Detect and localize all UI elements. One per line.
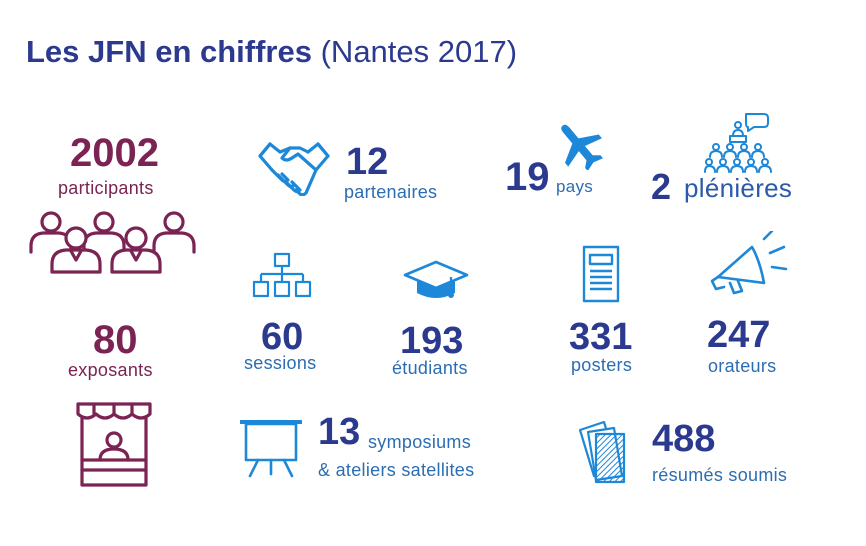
stat-partenaires-value: 12 xyxy=(346,141,389,183)
stat-orateurs-label: orateurs xyxy=(708,356,777,376)
stat-pays-value: 19 xyxy=(505,155,550,199)
presentation-board-icon xyxy=(240,420,302,478)
stat-orateurs-value: 247 xyxy=(707,314,771,356)
title-main: Les JFN en chiffres xyxy=(26,34,312,69)
stat-resumes-label: résumés soumis xyxy=(652,465,788,485)
stand-booth-icon xyxy=(76,402,152,487)
stat-sessions-label: sessions xyxy=(244,353,317,373)
title-subtitle: (Nantes 2017) xyxy=(320,34,518,69)
stat-exposants-value: 80 xyxy=(93,318,138,362)
megaphone-icon xyxy=(710,231,788,295)
stat-resumes-value: 488 xyxy=(652,418,716,460)
stat-etudiants-value: 193 xyxy=(400,320,464,362)
stat-symposiums-label-line1: symposiums xyxy=(368,432,472,452)
stat-plenieres-label: plénières xyxy=(684,173,793,203)
lecture-audience-icon xyxy=(704,113,772,173)
stat-plenieres-value: 2 xyxy=(651,166,672,207)
airplane-icon xyxy=(561,124,603,170)
page-title: Les JFN en chiffres (Nantes 2017) xyxy=(26,34,517,70)
stat-pays-label: pays xyxy=(556,177,594,196)
graduation-cap-icon xyxy=(403,260,469,298)
stat-posters-value: 331 xyxy=(569,316,633,358)
poster-document-icon xyxy=(582,245,620,303)
stat-participants-label: participants xyxy=(58,178,154,198)
stat-etudiants-label: étudiants xyxy=(392,358,468,378)
stacked-papers-icon xyxy=(578,420,626,484)
org-chart-icon xyxy=(252,252,312,298)
handshake-icon xyxy=(258,142,330,196)
stat-partenaires-label: partenaires xyxy=(344,182,438,202)
stat-symposiums-label-line2: & ateliers satellites xyxy=(318,460,475,480)
stat-sessions-value: 60 xyxy=(261,316,304,358)
stat-exposants-label: exposants xyxy=(68,360,153,380)
stat-symposiums-value: 13 xyxy=(318,411,361,453)
stat-participants-value: 2002 xyxy=(70,131,159,175)
audience-people-icon xyxy=(29,211,196,274)
stat-posters-label: posters xyxy=(571,355,633,375)
